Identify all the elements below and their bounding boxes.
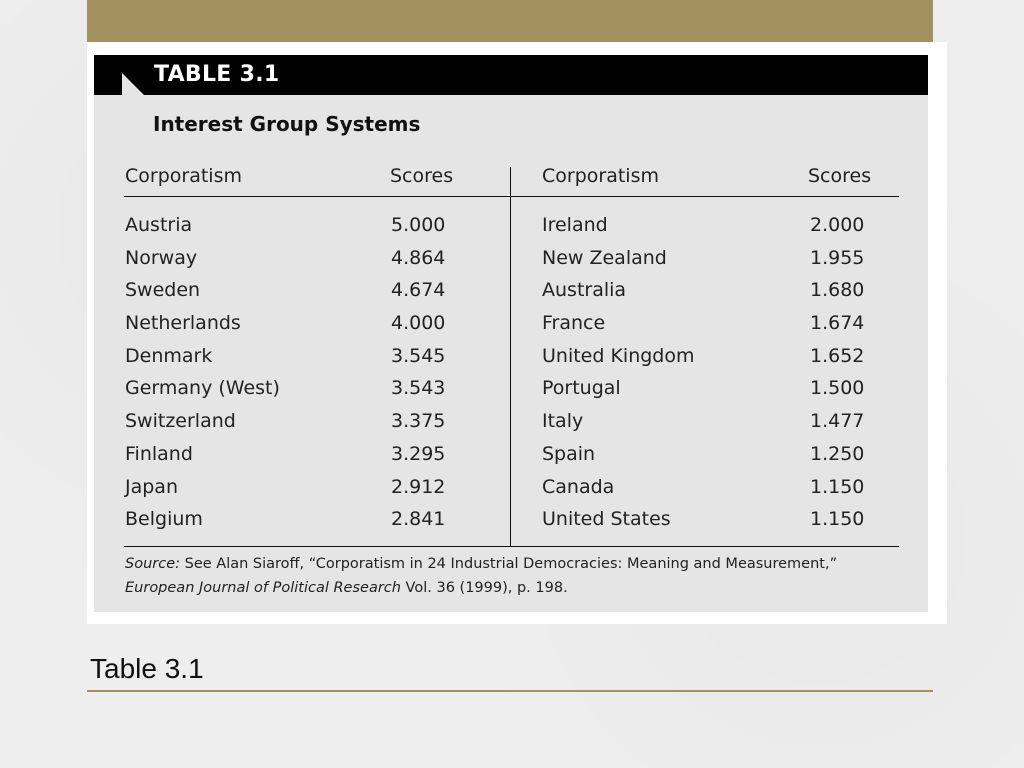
table-panel: TABLE 3.1 Interest Group Systems Corpora… <box>94 55 928 612</box>
table-row: United States 1.150 <box>542 506 912 539</box>
score-value: 5.000 <box>391 214 446 236</box>
column-divider <box>510 167 511 546</box>
score-value: 1.477 <box>810 410 865 433</box>
corner-triangle-icon <box>122 73 144 95</box>
table-title: Interest Group Systems <box>153 112 421 136</box>
header-rule <box>124 196 899 197</box>
score-value: 1.680 <box>810 279 865 302</box>
source-text-line2: Vol. 36 (1999), p. 198. <box>400 580 568 596</box>
country-name: Germany (West) <box>125 377 280 400</box>
source-label: Source: <box>125 556 181 572</box>
right-rows: Ireland 2.000 New Zealand 1.955 Australia 1… <box>542 212 912 539</box>
table-row: Norway 4.864 <box>125 245 495 278</box>
source-text-line1: See Alan Siaroff, “Corporatism in 24 Ind… <box>180 556 838 572</box>
country-name: Finland <box>125 442 193 465</box>
table-row: Finland 3.295 <box>125 441 495 474</box>
top-accent-bar <box>87 0 933 42</box>
table-header-band: TABLE 3.1 <box>94 55 928 95</box>
country-name: Italy <box>542 410 584 433</box>
score-value: 2.000 <box>810 214 865 236</box>
right-score-header: Scores <box>808 165 872 187</box>
score-value: 1.250 <box>810 442 865 465</box>
slide-title: Table 3.1 <box>90 653 204 684</box>
table-row: Belgium 2.841 <box>125 506 495 539</box>
table-row: Denmark 3.545 <box>125 343 495 376</box>
table-row: Germany (West) 3.543 <box>125 375 495 408</box>
table-row: Canada 1.150 <box>542 474 912 507</box>
left-rows: Austria 5.000 Norway 4.864 Sweden 4.674 Net… <box>125 212 495 539</box>
country-name: Portugal <box>542 377 621 400</box>
country-name: Australia <box>542 279 627 302</box>
country-name: United States <box>542 508 671 531</box>
country-name: Belgium <box>125 508 203 531</box>
country-name: United Kingdom <box>542 344 695 367</box>
left-country-header: Corporatism <box>125 165 242 187</box>
table-number-label: TABLE 3.1 <box>154 62 280 87</box>
country-name: Ireland <box>542 214 608 236</box>
table-row: Portugal 1.500 <box>542 375 912 408</box>
table-row: New Zealand 1.955 <box>542 245 912 278</box>
score-value: 4.864 <box>391 246 446 269</box>
score-value: 1.955 <box>810 246 865 269</box>
country-name: France <box>542 312 606 335</box>
table-row: Netherlands 4.000 <box>125 310 495 343</box>
score-value: 4.674 <box>391 279 446 302</box>
right-country-header: Corporatism <box>542 165 659 187</box>
score-value: 3.545 <box>391 344 446 367</box>
table-row: Austria 5.000 <box>125 212 495 245</box>
table-row: Australia 1.680 <box>542 277 912 310</box>
score-value: 1.652 <box>810 344 865 367</box>
table-row: Sweden 4.674 <box>125 277 495 310</box>
country-name: Canada <box>542 475 615 498</box>
table-row: Ireland 2.000 <box>542 212 912 245</box>
country-name: Netherlands <box>125 312 241 335</box>
score-value: 2.912 <box>391 475 446 498</box>
source-journal: European Journal of Political Research <box>125 580 401 596</box>
country-name: Switzerland <box>125 410 236 433</box>
score-value: 3.543 <box>391 377 446 400</box>
score-value: 3.375 <box>391 410 446 433</box>
table-row: France 1.674 <box>542 310 912 343</box>
table-row: Switzerland 3.375 <box>125 408 495 441</box>
country-name: Norway <box>125 246 198 269</box>
country-name: Sweden <box>125 279 201 302</box>
score-value: 4.000 <box>391 312 446 335</box>
table-row: Italy 1.477 <box>542 408 912 441</box>
footer-rule <box>124 546 899 547</box>
country-name: Spain <box>542 442 596 465</box>
score-value: 1.674 <box>810 312 865 335</box>
table-row: Japan 2.912 <box>125 474 495 507</box>
score-value: 1.150 <box>810 475 865 498</box>
table-row: Spain 1.250 <box>542 441 912 474</box>
table-row: United Kingdom 1.652 <box>542 343 912 376</box>
country-name: Austria <box>125 214 193 236</box>
score-value: 2.841 <box>391 508 446 531</box>
source-note: Source: See Alan Siaroff, “Corporatism i… <box>125 552 915 600</box>
score-value: 1.500 <box>810 377 865 400</box>
country-name: Japan <box>125 475 178 498</box>
score-value: 3.295 <box>391 442 446 465</box>
country-name: New Zealand <box>542 246 667 269</box>
left-score-header: Scores <box>390 165 454 187</box>
score-value: 1.150 <box>810 508 865 531</box>
title-underline <box>87 690 933 692</box>
country-name: Denmark <box>125 344 213 367</box>
